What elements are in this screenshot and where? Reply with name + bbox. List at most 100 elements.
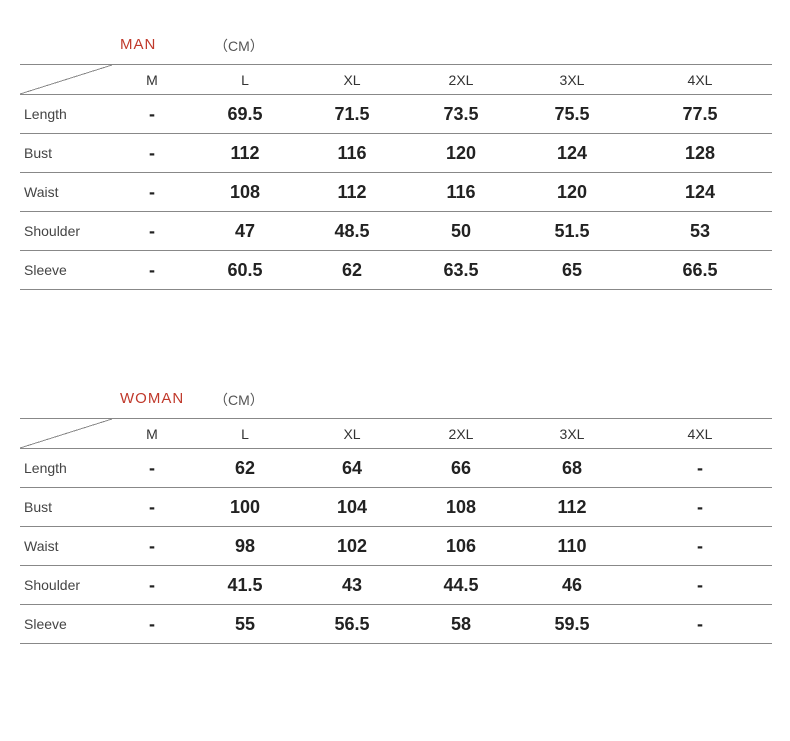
cell: 112	[192, 134, 298, 173]
cell: 55	[192, 605, 298, 644]
group-label-woman: WOMAN	[120, 390, 184, 407]
row-label: Sleeve	[20, 605, 112, 644]
unit-label-man: （CM）	[214, 36, 264, 56]
section-man: MAN （CM） M L XL 2XL 3XL 4XL Leng	[20, 36, 770, 290]
cell: 66	[406, 449, 516, 488]
row-label: Waist	[20, 527, 112, 566]
cell: -	[112, 95, 192, 134]
cell: 104	[298, 488, 406, 527]
cell: 112	[298, 173, 406, 212]
table-row: Bust - 100 104 108 112 -	[20, 488, 772, 527]
col-header: 2XL	[406, 65, 516, 95]
cell: 41.5	[192, 566, 298, 605]
cell: 116	[406, 173, 516, 212]
size-table-woman: M L XL 2XL 3XL 4XL Length - 62 64 66 68 …	[20, 418, 772, 644]
row-label: Shoulder	[20, 566, 112, 605]
table-row: Length - 62 64 66 68 -	[20, 449, 772, 488]
col-header: L	[192, 65, 298, 95]
col-header: L	[192, 419, 298, 449]
cell: 120	[516, 173, 628, 212]
col-header: 4XL	[628, 65, 772, 95]
cell: 43	[298, 566, 406, 605]
cell: 63.5	[406, 251, 516, 290]
cell: 65	[516, 251, 628, 290]
col-header: XL	[298, 419, 406, 449]
cell: 69.5	[192, 95, 298, 134]
row-label: Shoulder	[20, 212, 112, 251]
cell: 98	[192, 527, 298, 566]
cell: 120	[406, 134, 516, 173]
table-row: Sleeve - 60.5 62 63.5 65 66.5	[20, 251, 772, 290]
section-woman: WOMAN （CM） M L XL 2XL 3XL 4XL Le	[20, 390, 770, 644]
cell: -	[628, 527, 772, 566]
cell: 77.5	[628, 95, 772, 134]
header-diag	[20, 65, 112, 95]
cell: 100	[192, 488, 298, 527]
table-row: Waist - 98 102 106 110 -	[20, 527, 772, 566]
row-label: Waist	[20, 173, 112, 212]
cell: 53	[628, 212, 772, 251]
cell: -	[112, 251, 192, 290]
cell: 44.5	[406, 566, 516, 605]
cell: 116	[298, 134, 406, 173]
cell: 62	[298, 251, 406, 290]
cell: 56.5	[298, 605, 406, 644]
row-label: Length	[20, 95, 112, 134]
cell: -	[112, 527, 192, 566]
col-header: 4XL	[628, 419, 772, 449]
cell: -	[628, 449, 772, 488]
cell: 102	[298, 527, 406, 566]
group-label-man: MAN	[120, 36, 156, 53]
table-row: Shoulder - 41.5 43 44.5 46 -	[20, 566, 772, 605]
col-header: 3XL	[516, 65, 628, 95]
cell: -	[112, 173, 192, 212]
col-header: 3XL	[516, 419, 628, 449]
cell: 51.5	[516, 212, 628, 251]
cell: 60.5	[192, 251, 298, 290]
unit-label-woman: （CM）	[214, 390, 264, 410]
cell: 46	[516, 566, 628, 605]
cell: 71.5	[298, 95, 406, 134]
cell: 68	[516, 449, 628, 488]
cell: 128	[628, 134, 772, 173]
cell: -	[112, 566, 192, 605]
cell: 124	[628, 173, 772, 212]
cell: 124	[516, 134, 628, 173]
labels-row: MAN （CM）	[20, 36, 770, 60]
row-label: Sleeve	[20, 251, 112, 290]
cell: 48.5	[298, 212, 406, 251]
header-diag	[20, 419, 112, 449]
row-label: Bust	[20, 134, 112, 173]
cell: 110	[516, 527, 628, 566]
cell: -	[628, 605, 772, 644]
cell: -	[112, 212, 192, 251]
size-table-man: M L XL 2XL 3XL 4XL Length - 69.5 71.5 73…	[20, 64, 772, 290]
cell: 47	[192, 212, 298, 251]
cell: 108	[192, 173, 298, 212]
labels-row: WOMAN （CM）	[20, 390, 770, 414]
table-row: Bust - 112 116 120 124 128	[20, 134, 772, 173]
table-row: Sleeve - 55 56.5 58 59.5 -	[20, 605, 772, 644]
cell: 106	[406, 527, 516, 566]
col-header: XL	[298, 65, 406, 95]
cell: 59.5	[516, 605, 628, 644]
col-header: 2XL	[406, 419, 516, 449]
table-row: Waist - 108 112 116 120 124	[20, 173, 772, 212]
page-wrap: MAN （CM） M L XL 2XL 3XL 4XL Leng	[0, 0, 790, 734]
cell: 62	[192, 449, 298, 488]
header-row: M L XL 2XL 3XL 4XL	[20, 419, 772, 449]
table-row: Shoulder - 47 48.5 50 51.5 53	[20, 212, 772, 251]
cell: 108	[406, 488, 516, 527]
col-header: M	[112, 419, 192, 449]
row-label: Bust	[20, 488, 112, 527]
cell: 73.5	[406, 95, 516, 134]
table-row: Length - 69.5 71.5 73.5 75.5 77.5	[20, 95, 772, 134]
cell: 75.5	[516, 95, 628, 134]
cell: -	[112, 134, 192, 173]
cell: -	[628, 566, 772, 605]
cell: -	[628, 488, 772, 527]
cell: 50	[406, 212, 516, 251]
cell: 66.5	[628, 251, 772, 290]
cell: -	[112, 449, 192, 488]
cell: 64	[298, 449, 406, 488]
